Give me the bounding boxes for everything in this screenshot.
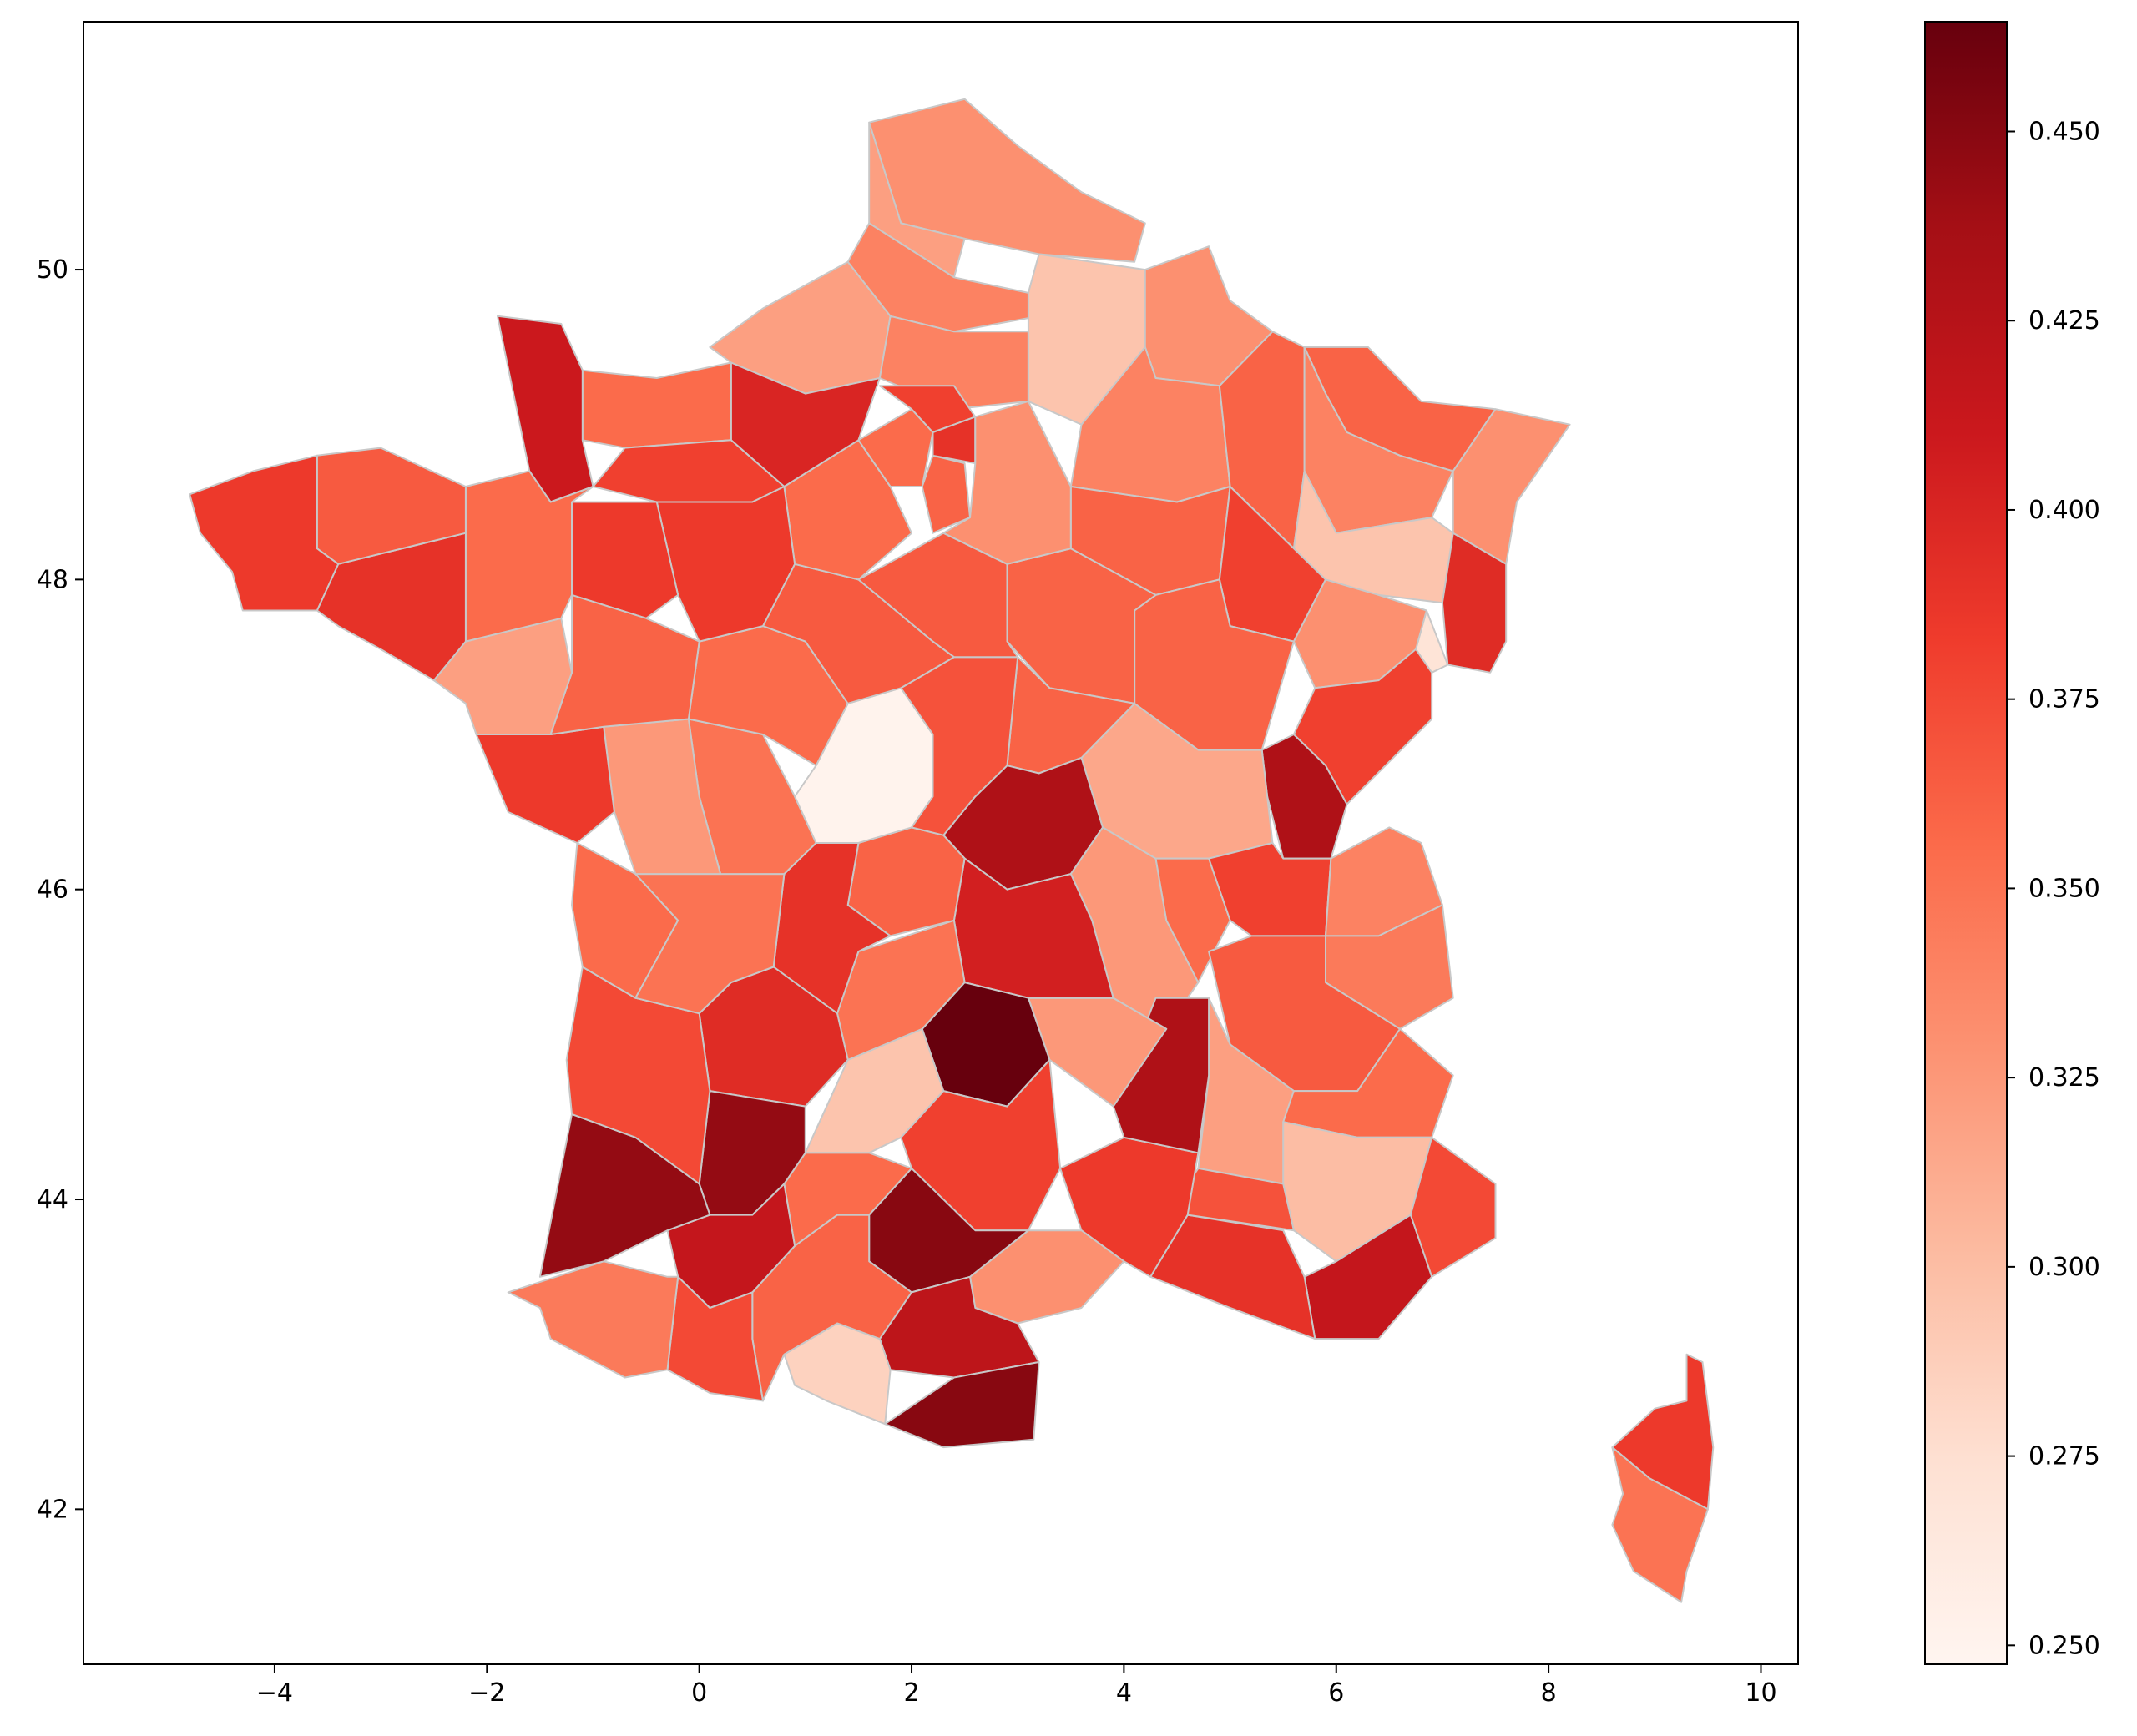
colorbar-tick-label: 0.275 [2028,1442,2100,1471]
y-tick-label: 46 [37,876,68,905]
colorbar-axis: 0.250 0.275 0.300 0.325 0.350 0.375 0.400 0.425… [2007,118,2100,1660]
colorbar-tick-label: 0.325 [2028,1063,2100,1093]
region-sarthe [655,486,796,643]
y-tick-label: 48 [37,565,68,594]
region-calvados [581,361,732,449]
map-regions [189,98,1715,1603]
region-hautes-pyrenees [666,1275,764,1402]
y-axis: 42 44 46 48 50 [37,255,83,1524]
colorbar-tick-label: 0.400 [2028,496,2100,525]
colorbar-tick-label: 0.350 [2028,874,2100,903]
region-haut-rhin [1441,532,1508,674]
region-ardeche [1112,997,1210,1154]
colorbar-tick-label: 0.300 [2028,1253,2100,1282]
region-jura [1260,734,1348,860]
region-maine-et-loire [549,593,700,735]
colorbar-tick-label: 0.450 [2028,118,2100,147]
x-tick-label: 6 [1328,1678,1344,1708]
plot-area-frame [83,21,1799,1665]
x-tick-label: 8 [1541,1678,1557,1708]
colorbar-tick-label: 0.375 [2028,685,2100,714]
x-tick-label: −2 [468,1678,505,1708]
x-tick-label: 10 [1745,1678,1776,1708]
region-yvelines [857,408,934,487]
colorbar-tick-label: 0.250 [2028,1631,2100,1660]
colorbar [1924,21,2008,1665]
region-ille-et-vilaine [464,470,594,643]
region-yonne [1006,548,1157,704]
region-corse-du-sud [1611,1446,1709,1603]
x-tick-label: 2 [903,1678,919,1708]
region-pyrenees-atlantiques [507,1260,679,1379]
region-pyrenees-orientales [884,1361,1040,1449]
region-essonne [921,454,971,534]
region-finistere [189,454,340,612]
y-tick-label: 50 [37,255,68,285]
region-aude [878,1275,1040,1379]
region-seine-et-marne [942,400,1072,565]
y-tick-label: 42 [37,1495,68,1524]
colorbar-tick-label: 0.425 [2028,306,2100,336]
x-tick-label: 0 [691,1678,707,1708]
y-tick-label: 44 [37,1185,68,1214]
x-tick-label: −4 [256,1678,293,1708]
region-pas-de-calais [868,121,966,279]
x-axis: −4 −2 0 2 4 6 8 10 [256,1664,1777,1708]
x-tick-label: 4 [1116,1678,1132,1708]
region-vendee [475,725,615,844]
region-manche [497,315,594,503]
